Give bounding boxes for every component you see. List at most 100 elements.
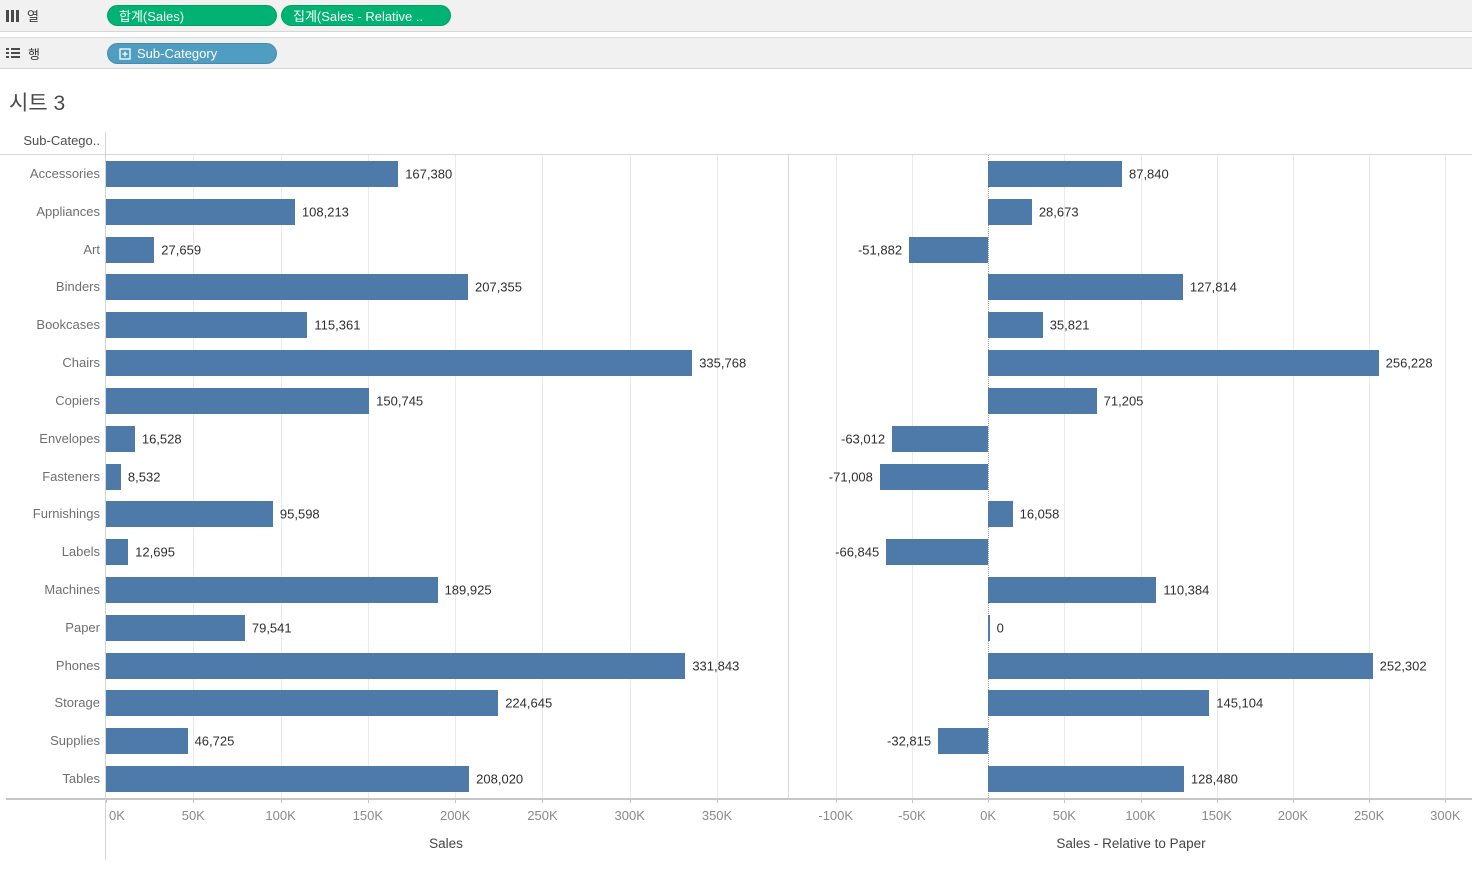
zero-reference-line (988, 155, 990, 798)
bar-supplies-sales[interactable] (106, 728, 188, 755)
bar-value-label: 252,302 (1379, 658, 1427, 674)
bar-value-label: 87,840 (1128, 166, 1169, 182)
bar-chairs-relative[interactable] (988, 350, 1379, 377)
row-header-machines[interactable]: Machines (44, 581, 100, 597)
axis-tick-mark (988, 799, 990, 803)
row-header-binders[interactable]: Binders (55, 279, 100, 295)
bar-bookcases-sales[interactable] (106, 312, 308, 339)
expand-plus-icon[interactable] (119, 47, 131, 60)
rows-shelf-label: 행 (28, 46, 40, 62)
row-field-header[interactable]: Sub-Catego.. (23, 133, 100, 148)
row-header-bookcases[interactable]: Bookcases (36, 317, 100, 333)
bar-value-label: 27,659 (161, 242, 202, 258)
bar-machines-relative[interactable] (988, 576, 1157, 603)
bar-value-label: -51,882 (857, 242, 903, 258)
bar-value-label: 35,821 (1049, 317, 1090, 333)
axis-tick-label: 0K (980, 808, 997, 823)
bar-accessories-sales[interactable] (106, 160, 399, 187)
axis-tick-mark (1140, 799, 1142, 803)
bar-appliances-sales[interactable] (106, 198, 295, 225)
bar-paper-relative[interactable] (988, 614, 990, 641)
bar-value-label: 145,104 (1216, 695, 1264, 711)
axis-tick-mark (106, 799, 107, 803)
bar-machines-sales[interactable] (106, 576, 438, 603)
row-header-art[interactable]: Art (83, 241, 100, 257)
bar-value-label: 335,768 (699, 355, 747, 371)
bar-appliances-relative[interactable] (988, 198, 1032, 225)
bar-art-relative[interactable] (909, 236, 989, 263)
bar-envelopes-relative[interactable] (892, 425, 989, 452)
axis-title-sales-relative: Sales - Relative to Paper (1056, 836, 1206, 851)
bar-value-label: 256,228 (1385, 355, 1433, 371)
bar-copiers-sales[interactable] (106, 387, 370, 414)
axis-tick-label: -100K (818, 808, 854, 823)
axis-tick-label: 0K (109, 808, 125, 823)
bar-fasteners-relative[interactable] (879, 463, 989, 490)
row-header-fasteners[interactable]: Fasteners (42, 468, 100, 484)
axis-tick-label: 150K (352, 808, 384, 823)
gridline (1369, 155, 1371, 798)
axis-tick-mark (455, 799, 457, 803)
row-header-furnishings[interactable]: Furnishings (32, 506, 100, 522)
columns-shelf-head: 열 (6, 0, 39, 31)
bar-supplies-relative[interactable] (938, 728, 989, 755)
bar-binders-relative[interactable] (988, 274, 1183, 301)
axis-tick-mark (835, 799, 837, 803)
row-header-copiers[interactable]: Copiers (55, 392, 100, 408)
pill-agg-sales-relative[interactable]: 집계(Sales - Relative .. (281, 5, 451, 26)
gridline (455, 155, 457, 798)
bar-labels-relative[interactable] (886, 539, 989, 566)
bar-storage-sales[interactable] (106, 690, 499, 717)
bar-paper-sales[interactable] (106, 614, 245, 641)
axis-tick-label: 150K (1201, 808, 1232, 823)
axis-tick-mark (1445, 799, 1447, 803)
bar-value-label: 128,480 (1190, 771, 1238, 787)
row-header-envelopes[interactable]: Envelopes (39, 430, 100, 446)
row-header-supplies[interactable]: Supplies (50, 733, 100, 749)
axis-tick-label: 300K (1430, 808, 1461, 823)
bar-value-label: 16,528 (141, 431, 182, 447)
bar-value-label: 207,355 (475, 279, 522, 295)
bar-bookcases-relative[interactable] (988, 312, 1043, 339)
row-header-chairs[interactable]: Chairs (62, 355, 100, 371)
bar-storage-relative[interactable] (988, 690, 1210, 717)
bar-fasteners-sales[interactable] (106, 463, 121, 490)
bar-tables-sales[interactable] (106, 766, 470, 793)
gridline (542, 155, 544, 798)
bar-labels-sales[interactable] (106, 539, 129, 566)
gridline (1292, 155, 1294, 798)
bar-copiers-relative[interactable] (988, 387, 1097, 414)
pill-sum-sales[interactable]: 합계(Sales) (107, 5, 277, 26)
row-header-phones[interactable]: Phones (55, 657, 100, 673)
bar-accessories-relative[interactable] (988, 160, 1122, 187)
bar-chairs-sales[interactable] (106, 350, 693, 377)
row-header-tables[interactable]: Tables (62, 771, 100, 787)
bar-value-label: 189,925 (444, 582, 492, 598)
bar-furnishings-relative[interactable] (988, 501, 1013, 528)
row-header-paper[interactable]: Paper (65, 619, 100, 635)
bar-envelopes-sales[interactable] (106, 425, 135, 452)
bar-value-label: 71,205 (1103, 393, 1144, 409)
bar-furnishings-sales[interactable] (106, 501, 273, 528)
row-header-appliances[interactable]: Appliances (36, 203, 100, 219)
pill-sub-category[interactable]: Sub-Category (107, 43, 277, 64)
bar-value-label: 108,213 (301, 204, 349, 220)
bar-value-label: 79,541 (251, 620, 292, 636)
pill-agg-sales-relative-label: 집계(Sales - Relative .. (293, 9, 424, 24)
axis-tick-mark (193, 799, 195, 803)
bar-phones-sales[interactable] (106, 652, 686, 679)
bar-tables-relative[interactable] (988, 766, 1184, 793)
bar-value-label: -32,815 (887, 733, 932, 749)
bar-phones-relative[interactable] (988, 652, 1373, 679)
bar-binders-sales[interactable] (106, 274, 468, 301)
bar-value-label: 28,673 (1038, 204, 1079, 220)
pill-sum-sales-label: 합계(Sales) (119, 9, 185, 24)
row-header-storage[interactable]: Storage (54, 695, 100, 711)
bar-art-sales[interactable] (106, 236, 155, 263)
columns-shelf: 열 합계(Sales) 집계(Sales - Relative .. (0, 0, 1472, 32)
row-header-accessories[interactable]: Accessories (29, 165, 100, 181)
row-header-labels[interactable]: Labels (61, 544, 100, 560)
columns-icon (6, 9, 19, 22)
axis-tick-label: 100K (265, 808, 296, 823)
axis-tick-mark (911, 799, 913, 803)
